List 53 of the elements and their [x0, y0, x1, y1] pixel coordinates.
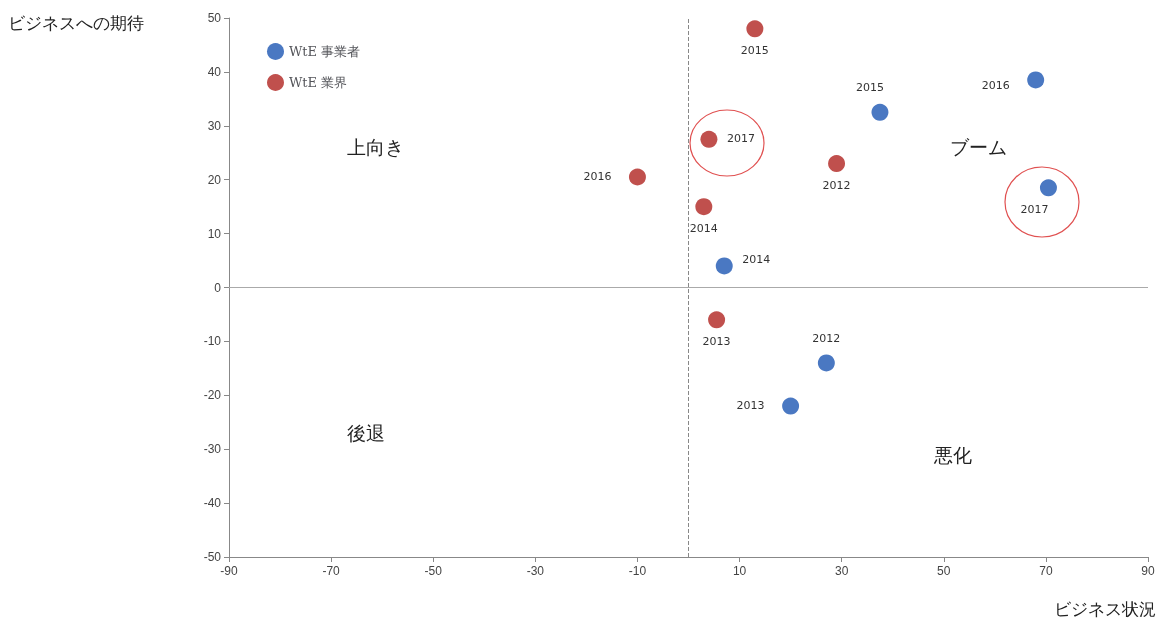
annotation: 2012	[812, 331, 841, 346]
point	[782, 397, 800, 415]
x-tick-label: 90	[1141, 564, 1155, 578]
x-tick-label: -50	[424, 564, 443, 578]
annotation: ブーム	[949, 135, 1007, 161]
x-tick-label: -70	[322, 564, 341, 578]
annotation: 2015	[740, 43, 769, 58]
point	[715, 257, 733, 275]
y-tick-label: 0	[214, 280, 222, 295]
x-axis-title: ビジネス状況	[1054, 598, 1156, 621]
annotation: 2015	[855, 81, 884, 96]
y-tick-label: -50	[203, 550, 222, 564]
point	[1027, 71, 1045, 89]
x-tick-label: -10	[628, 564, 647, 578]
annotation: 悪化	[934, 442, 973, 468]
annotation: 2012	[822, 178, 851, 193]
point	[700, 130, 718, 148]
annotation: 2017	[1020, 202, 1049, 217]
x-tick-label: 70	[1039, 564, 1053, 578]
x-tick-label: -90	[220, 564, 238, 578]
text: ビジネスへの期待	[8, 12, 145, 35]
point	[695, 198, 713, 216]
point	[871, 103, 889, 121]
point	[746, 20, 764, 38]
y-tick-label: -30	[203, 442, 222, 457]
annotation: 2013	[702, 334, 731, 349]
point	[828, 155, 846, 173]
y-tick-label: -40	[203, 496, 222, 511]
y-tick-label: 30	[207, 118, 222, 133]
annotation: 上向き	[347, 135, 405, 161]
legend-label: WtE 事業者	[289, 44, 361, 59]
x-tick-label: 30	[834, 564, 849, 578]
x-tick-label: -30	[526, 564, 545, 578]
annotation: 2014	[742, 252, 771, 267]
y-tick-label: 10	[207, 226, 222, 241]
point	[1039, 179, 1057, 197]
annotation: 2016	[583, 170, 612, 184]
y-tick-label: -10	[203, 334, 222, 349]
x-tick-label: 10	[732, 564, 747, 578]
point	[708, 311, 726, 329]
x-tick-label: 50	[937, 564, 951, 578]
annotation: 2016	[981, 78, 1010, 93]
point	[628, 168, 646, 186]
y-tick-label: 40	[207, 64, 222, 79]
point	[817, 354, 835, 372]
y-tick-label: -20	[203, 388, 222, 403]
legend-label: WtE 業界	[289, 75, 348, 90]
y-tick-label: 50	[207, 11, 222, 25]
annotation: 2013	[736, 399, 765, 414]
annotation: 2014	[689, 221, 718, 236]
annotation: 後退	[347, 421, 386, 446]
annotation: 2017	[726, 132, 755, 147]
y-tick-label: 20	[207, 172, 222, 187]
